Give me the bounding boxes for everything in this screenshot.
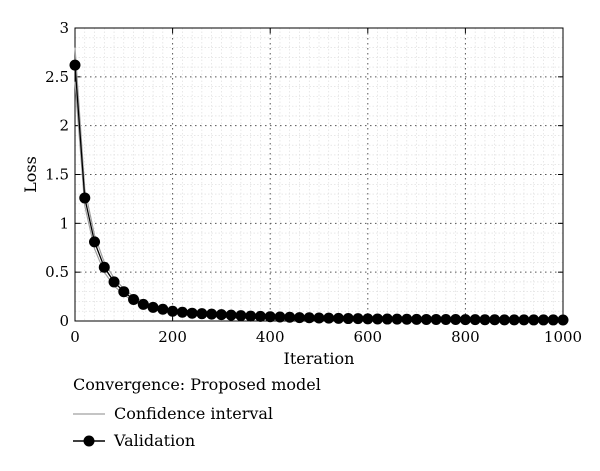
x-tick-label: 800 xyxy=(451,328,480,346)
validation-point xyxy=(206,308,218,320)
validation-point xyxy=(508,314,520,326)
y-tick-label: 3 xyxy=(59,19,69,37)
y-tick-label: 0 xyxy=(59,312,69,330)
validation-point xyxy=(303,312,315,324)
validation-point xyxy=(547,314,559,326)
validation-point xyxy=(176,306,188,318)
x-tick-labels: 0 200 400 600 800 1000 xyxy=(70,328,582,346)
validation-point xyxy=(352,313,364,325)
validation-point xyxy=(196,308,208,320)
validation-point xyxy=(518,314,530,326)
validation-point xyxy=(157,303,169,315)
validation-point xyxy=(440,314,452,326)
legend-validation-marker xyxy=(83,435,95,447)
validation-point xyxy=(137,298,149,310)
validation-point xyxy=(323,312,335,324)
grid xyxy=(75,28,563,321)
y-tick-label: 2.5 xyxy=(45,68,69,86)
x-tick-label: 200 xyxy=(158,328,187,346)
legend-title: Convergence: Proposed model xyxy=(73,375,321,394)
validation-point xyxy=(274,311,286,323)
validation-point xyxy=(167,305,179,317)
legend-confidence-interval-label: Confidence interval xyxy=(114,404,273,423)
validation-point xyxy=(293,312,305,324)
validation-point xyxy=(391,313,403,325)
validation-point xyxy=(411,313,423,325)
validation-point xyxy=(498,314,510,326)
validation-point xyxy=(489,314,501,326)
x-tick-label: 0 xyxy=(70,328,80,346)
validation-point xyxy=(557,314,569,326)
validation-point xyxy=(420,313,432,325)
validation-point xyxy=(98,261,110,273)
y-tick-label: 1 xyxy=(59,214,69,232)
validation-point xyxy=(186,307,198,319)
x-tick-label: 600 xyxy=(353,328,382,346)
legend: Convergence: Proposed model Confidence i… xyxy=(73,375,321,450)
y-tick-label: 0.5 xyxy=(45,263,69,281)
validation-point xyxy=(372,313,384,325)
validation-point xyxy=(254,310,266,322)
validation-point xyxy=(401,313,413,325)
validation-point xyxy=(450,314,462,326)
validation-point xyxy=(245,310,257,322)
x-tick-label: 1000 xyxy=(544,328,582,346)
series xyxy=(69,47,569,326)
validation-point xyxy=(459,314,471,326)
validation-point xyxy=(235,310,247,322)
validation-point xyxy=(430,313,442,325)
validation-point xyxy=(69,59,81,71)
validation-point xyxy=(313,312,325,324)
tick-marks xyxy=(74,27,564,322)
validation-point xyxy=(362,313,374,325)
validation-point xyxy=(89,236,101,248)
validation-point xyxy=(528,314,540,326)
validation-point xyxy=(215,309,227,321)
validation-point xyxy=(284,311,296,323)
validation-point xyxy=(118,286,130,298)
validation-point xyxy=(333,312,345,324)
y-tick-label: 1.5 xyxy=(45,166,69,184)
validation-point xyxy=(147,301,159,313)
legend-validation-label: Validation xyxy=(113,431,195,450)
validation-point xyxy=(264,311,276,323)
validation-point xyxy=(108,276,120,288)
validation-point xyxy=(381,313,393,325)
validation-point xyxy=(342,313,354,325)
validation-point xyxy=(128,294,140,306)
y-tick-label: 2 xyxy=(59,117,69,135)
validation-point xyxy=(79,192,91,204)
x-axis-title: Iteration xyxy=(284,349,355,368)
validation-point xyxy=(225,309,237,321)
x-tick-label: 400 xyxy=(256,328,285,346)
validation-point xyxy=(537,314,549,326)
validation-point xyxy=(469,314,481,326)
validation-point xyxy=(479,314,491,326)
y-axis-title: Loss xyxy=(21,156,40,193)
y-tick-labels: 0 0.5 1 1.5 2 2.5 3 xyxy=(45,19,69,330)
